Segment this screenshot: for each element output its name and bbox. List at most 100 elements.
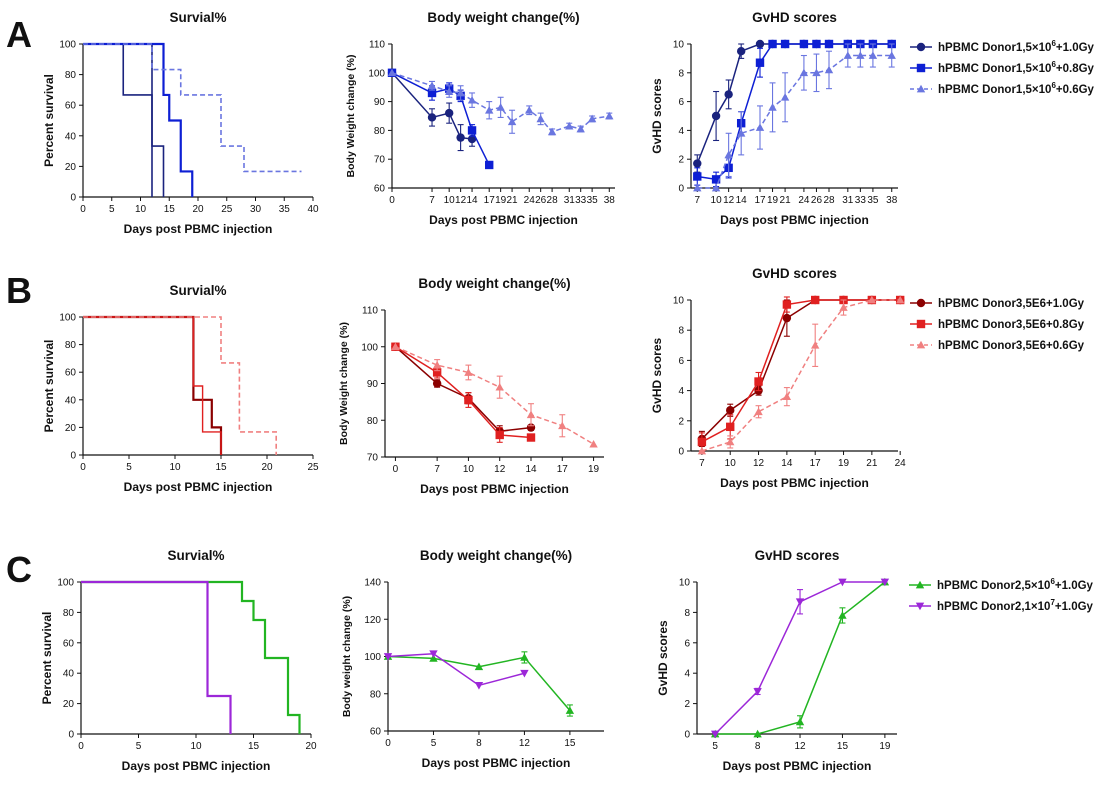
series-1 xyxy=(83,316,222,455)
x-tick-label: 38 xyxy=(604,195,616,206)
legend-marker xyxy=(916,340,926,349)
series-line xyxy=(395,346,532,439)
y-tick-label: 8 xyxy=(678,68,684,79)
legend-label: hPBMC Donor1,5×106+0.8Gy xyxy=(938,60,1095,75)
series-line xyxy=(697,54,892,189)
x-tick-label: 15 xyxy=(248,741,260,752)
chart-title: Body weight change(%) xyxy=(420,548,572,563)
series-line xyxy=(701,299,901,440)
data-point xyxy=(467,95,477,104)
chart-title: GvHD scores xyxy=(755,548,840,563)
data-point xyxy=(464,368,473,376)
legend-marker xyxy=(915,580,925,589)
x-tick-label: 33 xyxy=(575,195,587,206)
x-tick-label: 31 xyxy=(842,195,854,206)
data-point xyxy=(795,598,805,606)
data-point xyxy=(432,360,442,369)
y-tick-label: 0 xyxy=(684,730,690,741)
series-line xyxy=(81,580,301,734)
x-tick-label: 12 xyxy=(794,741,806,752)
chart-A-bodyweight: Body weight change(%) 0 7 10 12 14 17 19 21 24 26 2… xyxy=(345,10,615,227)
x-tick-label: 31 xyxy=(564,195,576,206)
x-tick-label: 10 xyxy=(463,464,475,475)
panel-label-B: B xyxy=(6,270,32,311)
y-tick-label: 100 xyxy=(57,578,74,589)
legend-label-base: hPBMC Donor3,5E6+1.0Gy xyxy=(938,298,1085,310)
y-tick-label: 2 xyxy=(678,416,684,427)
y-tick-label: 10 xyxy=(679,578,691,589)
x-axis-label: Days post PBMC injection xyxy=(420,482,569,496)
data-point xyxy=(711,183,721,192)
data-point xyxy=(456,133,465,142)
y-axis-label: GvHD scores xyxy=(650,78,664,154)
data-point xyxy=(755,58,765,67)
x-tick-label: 38 xyxy=(886,195,898,206)
y-tick-label: 40 xyxy=(63,669,75,680)
x-axis-label: Days post PBMC injection xyxy=(429,213,578,227)
y-tick-label: 100 xyxy=(364,652,381,663)
x-tick-label: 5 xyxy=(136,741,142,752)
data-point xyxy=(880,578,890,587)
x-tick-label: 12 xyxy=(455,195,467,206)
data-point xyxy=(485,160,494,170)
x-tick-label: 0 xyxy=(80,462,86,473)
x-axis-label: Days post PBMC injection xyxy=(124,222,273,236)
y-tick-label: 80 xyxy=(65,340,77,351)
series-line xyxy=(83,43,302,173)
data-point xyxy=(811,295,820,305)
chart-title: Survial% xyxy=(169,10,226,25)
y-tick-label: 6 xyxy=(684,638,690,649)
data-point xyxy=(456,88,465,97)
series-line xyxy=(83,43,153,197)
legend-marker xyxy=(916,42,926,52)
y-tick-label: 90 xyxy=(374,97,386,108)
series-1 xyxy=(710,578,890,739)
y-tick-label: 0 xyxy=(70,451,76,462)
chart-title: GvHD scores xyxy=(752,10,837,25)
y-axis-label: Percent survival xyxy=(42,74,56,167)
x-tick-label: 25 xyxy=(307,462,319,473)
data-point xyxy=(838,611,847,619)
y-tick-label: 140 xyxy=(364,578,381,589)
data-point xyxy=(495,382,504,391)
x-axis-label: Days post PBMC injection xyxy=(720,213,869,227)
data-point xyxy=(811,341,820,349)
data-point xyxy=(496,103,505,111)
series-2 xyxy=(697,295,905,455)
legend-label-tail: +1.0Gy xyxy=(1055,601,1094,613)
chart-C-survival: Survial% 0 5 10 15 20 0 20 40 60 80 100 Days post PB… xyxy=(40,548,317,773)
data-point xyxy=(782,392,792,400)
x-tick-label: 24 xyxy=(524,195,536,206)
y-tick-label: 100 xyxy=(368,68,385,79)
x-axis-label: Days post PBMC injection xyxy=(124,480,273,494)
series-1 xyxy=(391,342,536,443)
legend: hPBMC Donor3,5E6+1.0Gy hPBMC Donor3,5E6+0… xyxy=(910,298,1085,352)
data-point xyxy=(780,93,790,101)
x-tick-label: 10 xyxy=(725,458,737,469)
data-point xyxy=(782,300,792,309)
y-tick-label: 100 xyxy=(361,342,378,353)
data-point xyxy=(474,662,484,671)
x-tick-label: 12 xyxy=(519,738,531,749)
series-line xyxy=(701,299,901,443)
x-tick-label: 0 xyxy=(385,738,391,749)
chart-title: Survial% xyxy=(167,548,224,563)
legend-label: hPBMC Donor3,5E6+0.6Gy xyxy=(938,340,1085,352)
x-tick-label: 25 xyxy=(221,204,233,215)
y-tick-label: 6 xyxy=(678,97,684,108)
legend-label-exponent: 6 xyxy=(1050,577,1055,586)
data-point xyxy=(387,68,397,77)
x-tick-label: 0 xyxy=(80,204,86,215)
data-point xyxy=(799,39,809,49)
data-point xyxy=(753,688,762,696)
x-tick-label: 28 xyxy=(547,195,559,206)
series-2 xyxy=(83,42,194,197)
legend-label-exponent: 7 xyxy=(1050,598,1055,607)
data-point xyxy=(780,39,790,49)
y-tick-label: 0 xyxy=(70,193,76,204)
y-tick-label: 20 xyxy=(65,423,77,434)
data-point xyxy=(565,121,574,130)
data-point xyxy=(427,81,437,90)
x-tick-label: 30 xyxy=(250,204,262,215)
